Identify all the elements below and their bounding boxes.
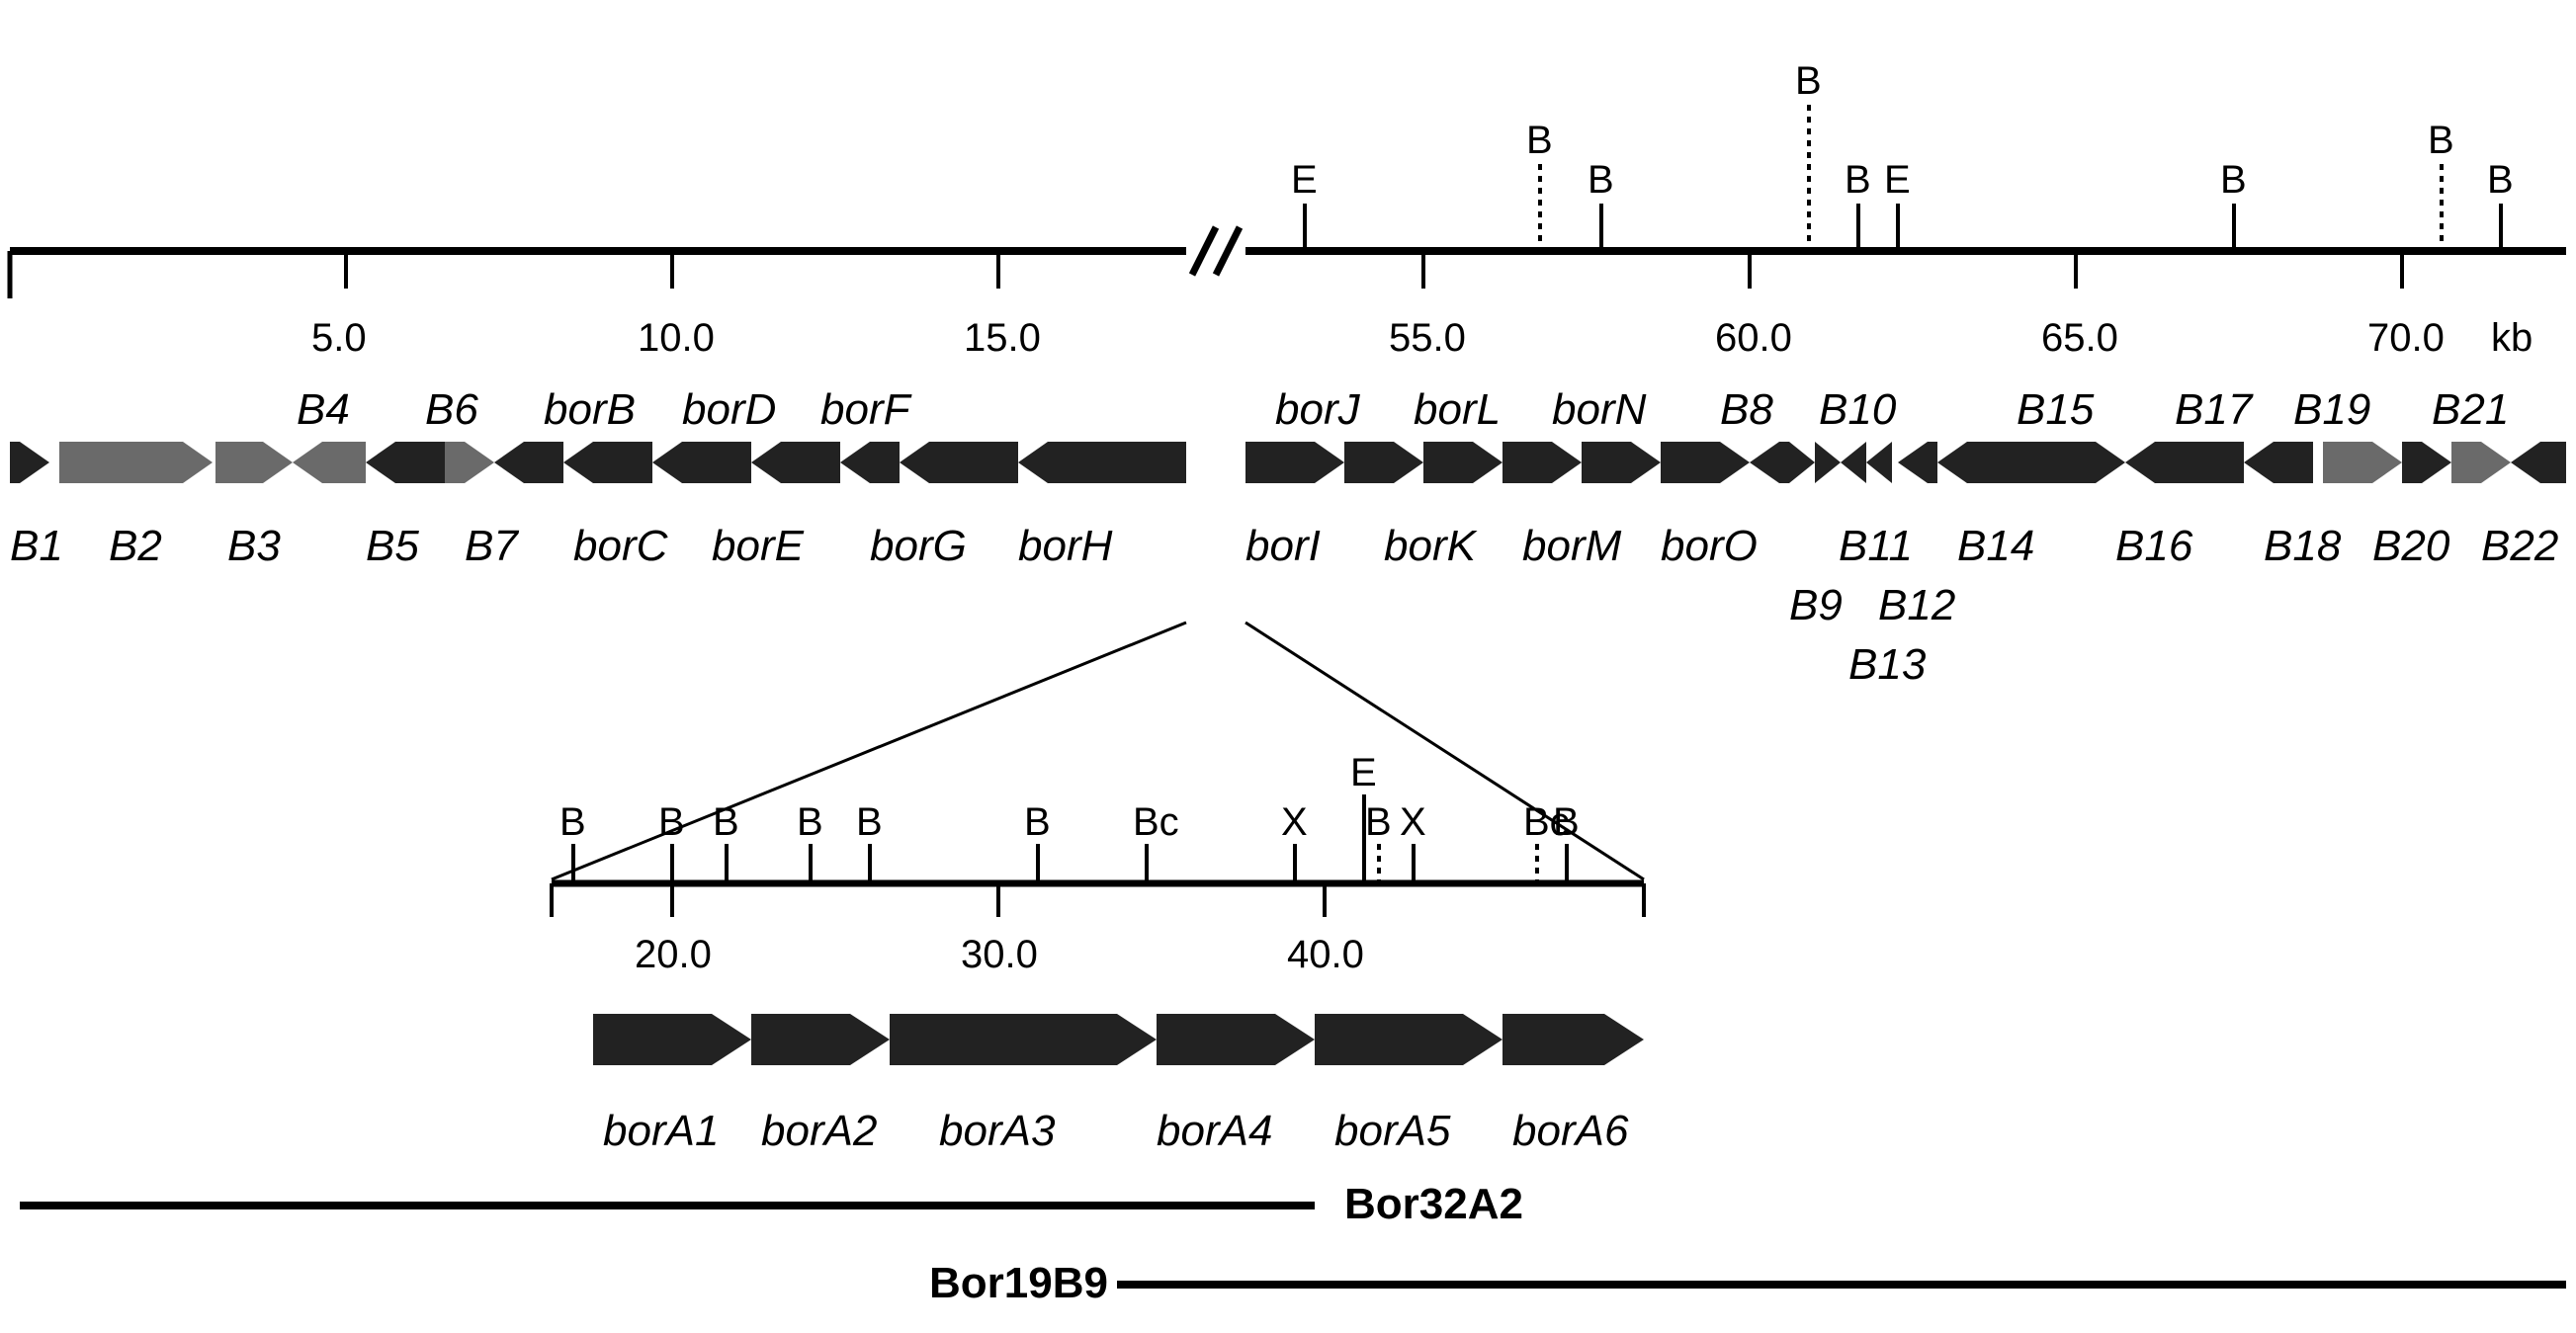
upper-botlabel-borG: borG: [870, 522, 967, 571]
lower-site-6: Bc: [1133, 800, 1179, 845]
lower-site-10: X: [1400, 800, 1426, 845]
upper-tick-65.0: 65.0: [2041, 316, 2118, 361]
lower-site-3: B: [797, 800, 823, 845]
upper-toplabel-B4: B4: [297, 385, 350, 435]
upper-botlabel-B14: B14: [1957, 522, 2034, 571]
lower-label-borA5: borA5: [1334, 1107, 1450, 1156]
upper-site-0: E: [1291, 158, 1318, 203]
upper-site-6: B: [2220, 158, 2247, 203]
upper-tick-60.0: 60.0: [1715, 316, 1792, 361]
upper-site-2: B: [1588, 158, 1614, 203]
lower-site-12: B: [1553, 800, 1580, 845]
upper-toplabel-B17: B17: [2175, 385, 2252, 435]
upper-botlabel-B13: B13: [1848, 640, 1926, 690]
upper-toplabel-B15: B15: [2017, 385, 2094, 435]
upper-botlabel-B9: B9: [1789, 581, 1843, 630]
upper-botlabel-borM: borM: [1522, 522, 1621, 571]
upper-toplabel-borJ: borJ: [1275, 385, 1360, 435]
upper-tick-5.0: 5.0: [311, 316, 367, 361]
lower-tick-20.0: 20.0: [635, 933, 712, 977]
upper-botlabel-B3: B3: [227, 522, 281, 571]
upper-toplabel-borL: borL: [1414, 385, 1501, 435]
lower-site-2: B: [713, 800, 739, 845]
lower-label-borA3: borA3: [939, 1107, 1055, 1156]
cosmid-bor32a2: Bor32A2: [1344, 1180, 1523, 1229]
upper-botlabel-B16: B16: [2115, 522, 2192, 571]
upper-toplabel-B10: B10: [1819, 385, 1896, 435]
upper-botlabel-borH: borH: [1018, 522, 1112, 571]
upper-botlabel-B12: B12: [1878, 581, 1955, 630]
upper-site-5: E: [1884, 158, 1911, 203]
lower-tick-30.0: 30.0: [961, 933, 1038, 977]
upper-botlabel-borC: borC: [573, 522, 667, 571]
upper-tick-55.0: 55.0: [1389, 316, 1466, 361]
lower-site-4: B: [856, 800, 883, 845]
upper-botlabel-B20: B20: [2372, 522, 2449, 571]
upper-botlabel-borE: borE: [712, 522, 804, 571]
lower-site-1: B: [658, 800, 685, 845]
upper-site-1: B: [1526, 119, 1553, 163]
upper-tick-70.0: 70.0: [2367, 316, 2445, 361]
lower-site-7: X: [1281, 800, 1308, 845]
lower-site-0: B: [559, 800, 586, 845]
lower-site-5: B: [1024, 800, 1051, 845]
upper-toplabel-borF: borF: [820, 385, 909, 435]
lower-label-borA4: borA4: [1157, 1107, 1272, 1156]
upper-tick-10.0: 10.0: [638, 316, 715, 361]
lower-site-9: B: [1365, 800, 1392, 845]
upper-site-3: B: [1795, 59, 1822, 104]
lower-label-borA6: borA6: [1512, 1107, 1628, 1156]
upper-toplabel-borD: borD: [682, 385, 776, 435]
upper-toplabel-B6: B6: [425, 385, 478, 435]
lower-label-borA2: borA2: [761, 1107, 877, 1156]
kb-label: kb: [2491, 316, 2533, 361]
upper-botlabel-borO: borO: [1661, 522, 1758, 571]
upper-botlabel-borK: borK: [1384, 522, 1476, 571]
lower-site-8: E: [1350, 751, 1377, 795]
upper-tick-15.0: 15.0: [964, 316, 1041, 361]
upper-site-7: B: [2428, 119, 2454, 163]
upper-botlabel-borI: borI: [1245, 522, 1321, 571]
upper-site-4: B: [1845, 158, 1871, 203]
upper-botlabel-B7: B7: [465, 522, 518, 571]
gene-map-diagram: [0, 0, 2576, 1333]
upper-toplabel-B8: B8: [1720, 385, 1773, 435]
cosmid-bor19b9: Bor19B9: [929, 1259, 1108, 1308]
upper-toplabel-borB: borB: [544, 385, 636, 435]
upper-botlabel-B22: B22: [2481, 522, 2558, 571]
lower-label-borA1: borA1: [603, 1107, 719, 1156]
upper-botlabel-B1: B1: [10, 522, 63, 571]
upper-toplabel-B21: B21: [2432, 385, 2509, 435]
upper-toplabel-B19: B19: [2293, 385, 2370, 435]
upper-botlabel-B11: B11: [1839, 522, 1913, 571]
upper-botlabel-B5: B5: [366, 522, 419, 571]
upper-botlabel-B2: B2: [109, 522, 162, 571]
upper-toplabel-borN: borN: [1552, 385, 1646, 435]
upper-botlabel-B18: B18: [2264, 522, 2341, 571]
lower-tick-40.0: 40.0: [1287, 933, 1364, 977]
upper-site-8: B: [2487, 158, 2514, 203]
